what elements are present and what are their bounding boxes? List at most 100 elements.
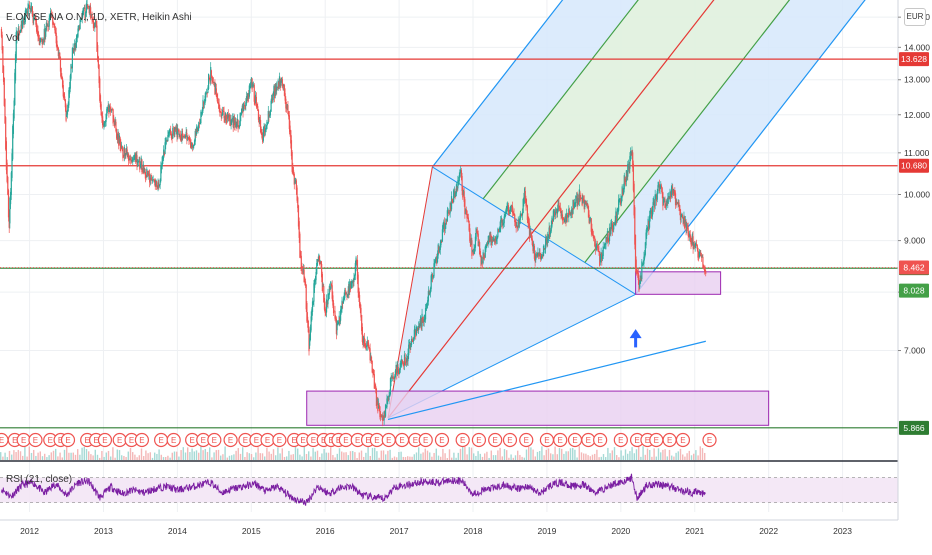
candle-body — [182, 136, 184, 137]
earnings-marker-icon[interactable] — [488, 432, 503, 448]
candle-body — [521, 212, 524, 216]
candle-body — [695, 243, 697, 246]
candle-body — [482, 252, 484, 263]
earnings-marker-label: E — [48, 436, 53, 445]
candle-body — [45, 22, 48, 31]
price-tag[interactable] — [899, 260, 929, 275]
candle-body — [94, 20, 97, 24]
candle-body — [356, 259, 358, 261]
trend-line[interactable] — [387, 340, 706, 420]
volume-bar — [510, 454, 512, 460]
earnings-marker-icon[interactable] — [471, 432, 487, 448]
candle-body — [58, 51, 60, 55]
candle-body — [454, 191, 456, 198]
earnings-marker-icon[interactable] — [675, 432, 691, 448]
candle-body — [432, 276, 434, 278]
volume-bar — [154, 452, 156, 460]
volume-bar — [246, 452, 248, 460]
volume-bar — [638, 446, 640, 460]
pitchfork-lower-line[interactable] — [635, 0, 898, 295]
earnings-marker-icon[interactable] — [166, 432, 181, 448]
earnings-marker-icon[interactable] — [134, 432, 150, 448]
candle-body — [682, 217, 684, 225]
candle-body — [105, 113, 107, 122]
candle-body — [580, 197, 583, 199]
pitchfork-inner-lower-line[interactable] — [584, 0, 898, 263]
candle-body — [629, 156, 631, 169]
volume-legend[interactable]: Vol — [6, 33, 20, 44]
volume-bar — [264, 456, 266, 460]
pitchfork-upper-line[interactable] — [431, 0, 898, 168]
earnings-marker-icon[interactable] — [502, 432, 518, 448]
candle-body — [380, 415, 382, 417]
level-tag[interactable] — [899, 420, 929, 435]
candle-body — [137, 162, 139, 163]
candle-body — [436, 258, 438, 264]
rsi-line[interactable] — [1, 473, 706, 507]
candle-body — [386, 398, 388, 408]
pitchfork-median-line[interactable] — [387, 0, 898, 419]
candle-body — [604, 243, 606, 248]
candle-body — [216, 94, 218, 100]
candle-body — [555, 209, 557, 213]
candle-body — [59, 57, 62, 72]
earnings-marker-icon[interactable] — [553, 432, 568, 448]
candle-body — [338, 315, 340, 323]
candle-body — [570, 213, 572, 215]
candle-body — [329, 287, 331, 289]
candle-body — [387, 398, 389, 401]
candle-body — [571, 209, 573, 214]
candle-body — [170, 130, 172, 135]
earnings-marker-icon[interactable] — [60, 432, 76, 448]
candle-body — [460, 170, 462, 178]
earnings-marker-icon[interactable] — [28, 432, 43, 448]
price-tag[interactable] — [899, 283, 929, 298]
candle-body — [415, 326, 418, 336]
earnings-marker-label: E — [558, 436, 563, 445]
candle-body — [162, 157, 164, 160]
candle-body — [622, 189, 624, 196]
candle-body — [493, 239, 495, 242]
zone-rectangle[interactable] — [635, 271, 722, 295]
candle-body — [557, 200, 559, 210]
level-tag[interactable] — [899, 52, 929, 67]
earnings-marker-icon[interactable] — [272, 432, 287, 448]
candle-body — [304, 281, 307, 286]
earnings-marker-icon[interactable] — [702, 432, 717, 448]
candle-body — [495, 237, 497, 243]
symbol-legend[interactable]: E.ON SE NA O.N., 1D, XETR, Heikin Ashi — [6, 12, 192, 23]
volume-bar — [345, 452, 347, 460]
rsi-legend[interactable]: RSI (21, close) — [6, 474, 73, 485]
candle-body — [226, 118, 228, 120]
candle-body — [158, 183, 160, 188]
earnings-marker-icon[interactable] — [613, 432, 628, 448]
earnings-marker-icon[interactable] — [519, 432, 534, 448]
level-tag[interactable] — [899, 158, 929, 173]
pitchfork-inner-upper-line[interactable] — [482, 0, 898, 200]
candle-body — [601, 255, 604, 260]
earnings-marker-icon[interactable] — [455, 432, 470, 448]
candle-body — [153, 180, 156, 183]
earnings-marker-icon[interactable] — [593, 432, 608, 448]
up-arrow-icon[interactable] — [629, 329, 642, 339]
candle-body — [533, 245, 536, 259]
earnings-marker-icon[interactable] — [418, 432, 433, 448]
candle-body — [228, 115, 230, 118]
earnings-marker-icon[interactable] — [97, 432, 113, 448]
earnings-marker-icon[interactable] — [223, 432, 238, 448]
candle-body — [131, 160, 133, 162]
earnings-marker-icon[interactable] — [207, 432, 222, 448]
currency-button[interactable]: EUR — [904, 8, 926, 26]
volume-bar — [701, 448, 704, 460]
candle-body — [646, 227, 648, 236]
candle-body — [158, 184, 161, 187]
candle-body — [690, 237, 692, 245]
candle-body — [75, 41, 77, 49]
candle-body — [189, 139, 191, 141]
candle-body — [118, 135, 121, 144]
volume-bar — [235, 450, 237, 460]
candle-body — [337, 323, 339, 326]
earnings-marker-icon[interactable] — [434, 432, 450, 448]
